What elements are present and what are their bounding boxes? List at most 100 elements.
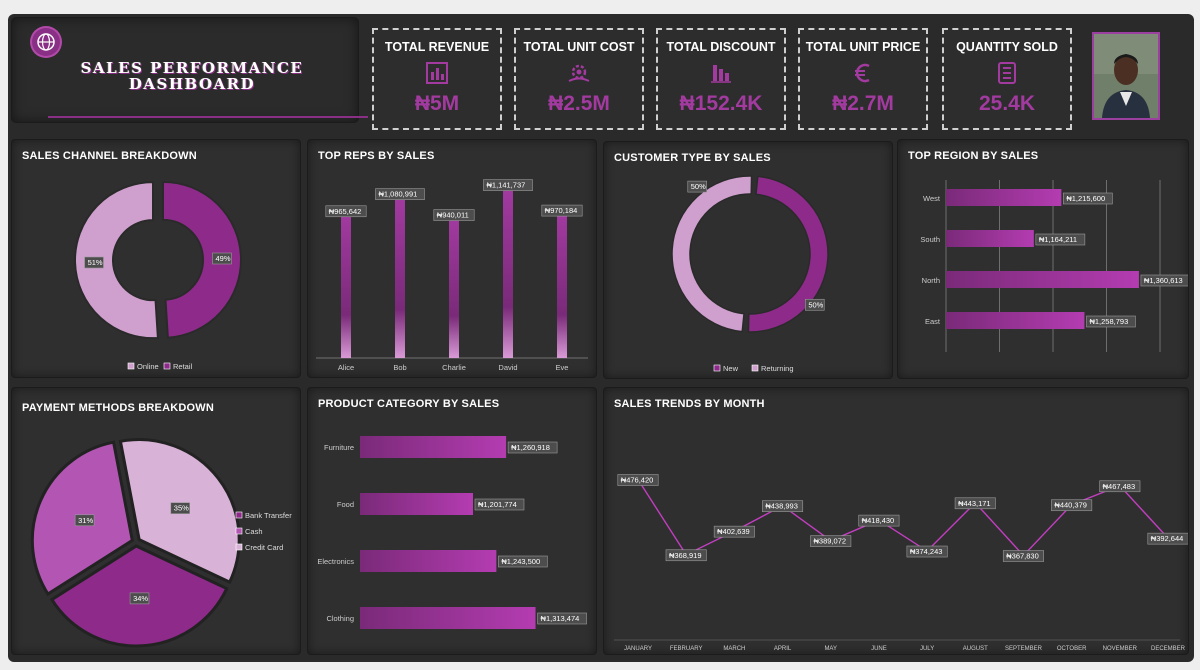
data-label: 35%: [170, 502, 190, 514]
legend-item: Retail: [163, 362, 193, 371]
kpi-value: ₦2.7M: [832, 92, 894, 115]
data-label-text: ₦1,080,991: [379, 190, 418, 199]
data-label-box: [507, 441, 558, 454]
kpi-value: ₦152.4K: [679, 92, 763, 115]
y-tick-label: Food: [337, 500, 354, 509]
x-tick-label: Eve: [556, 363, 569, 372]
globe-icon: [32, 28, 60, 56]
data-label-text: ₦965,642: [329, 207, 362, 216]
data-label-box: [1051, 499, 1093, 512]
x-tick-label: DECEMBER: [1151, 646, 1186, 652]
sales-channel-chart: 51% 49% Online Retail: [74, 180, 242, 371]
panel-title: SALES TRENDS BY MONTH: [614, 398, 765, 410]
data-label: ₦443,171: [954, 497, 996, 510]
x-tick-label: Alice: [338, 363, 354, 372]
data-label-text: ₦392,644: [1151, 534, 1184, 543]
kpi-quantity-sold[interactable]: QUANTITY SOLD 25.4K: [942, 28, 1072, 130]
data-label-text: ₦1,260,918: [511, 443, 550, 452]
sales-trends-chart: ₦476,420 JANUARY ₦368,919 FEBRUARY ₦402,639 M…: [614, 474, 1188, 652]
product-category-panel: PRODUCT CATEGORY BY SALES Furniture ₦1,26…: [308, 388, 596, 654]
legend-swatch: [127, 362, 135, 370]
legend-item: New: [713, 364, 739, 373]
data-label: ₦402,639: [713, 525, 755, 538]
legend-item: Online: [127, 362, 159, 371]
data-label-text: ₦1,313,474: [541, 614, 580, 623]
bar-clothing: [360, 607, 536, 629]
data-label-text: ₦1,360,613: [1144, 276, 1183, 285]
top-reps-chart: ₦965,642 Alice ₦1,080,991 Bob ₦940,011 Charli…: [316, 179, 588, 372]
data-label-text: ₦374,243: [910, 547, 943, 556]
y-tick-label: Furniture: [324, 443, 354, 452]
bar-south: [946, 230, 1034, 247]
data-label-text: 50%: [691, 182, 706, 191]
panel-title: PAYMENT METHODS BREAKDOWN: [22, 402, 215, 414]
legend-item: Bank Transfer: [235, 511, 292, 520]
y-tick-label: Electronics: [317, 557, 354, 566]
data-label: ₦368,919: [665, 549, 707, 562]
data-label-box: [170, 502, 190, 514]
data-label-box: [433, 209, 475, 221]
y-tick-label: West: [923, 194, 941, 203]
x-tick-label: JANUARY: [624, 646, 652, 652]
data-label-text: 49%: [216, 254, 231, 263]
data-label: ₦438,993: [762, 500, 804, 513]
kpi-label: TOTAL UNIT COST: [523, 40, 635, 54]
data-label-text: ₦940,011: [437, 211, 469, 220]
x-tick-label: FEBRUARY: [670, 646, 703, 652]
money-cog-icon: [568, 64, 590, 82]
title-line-2: DASHBOARD: [128, 75, 256, 93]
data-label-text: ₦1,215,600: [1066, 194, 1105, 203]
legend-item: Returning: [751, 364, 794, 373]
data-label: ₦1,215,600: [1063, 192, 1113, 205]
data-label: ₦1,258,793: [1086, 315, 1136, 328]
slice-retail: [161, 180, 242, 339]
data-label: 51%: [84, 256, 104, 269]
legend-label: Retail: [173, 362, 193, 371]
series-line: [637, 479, 1169, 557]
customer-type-panel: CUSTOMER TYPE BY SALES 50% 50% New Returnin…: [604, 142, 892, 378]
legend-label: Returning: [761, 364, 794, 373]
kpi-total-unit-cost[interactable]: TOTAL UNIT COST ₦2.5M: [514, 28, 644, 130]
data-label-text: ₦440,379: [1054, 501, 1087, 510]
x-tick-label: AUGUST: [963, 646, 988, 652]
legend-swatch: [235, 527, 243, 535]
data-label-box: [810, 535, 852, 547]
x-tick-label: David: [498, 363, 517, 372]
kpi-total-unit-price[interactable]: TOTAL UNIT PRICE ₦2.7M: [798, 28, 928, 130]
x-tick-label: MAY: [824, 646, 837, 652]
top-reps-panel: TOP REPS BY SALES ₦965,642 Alice ₦1,080,99…: [308, 140, 596, 377]
data-label-box: [617, 474, 659, 486]
bar-eve: [557, 214, 567, 358]
bar-electronics: [360, 550, 497, 572]
panel-title: TOP REPS BY SALES: [318, 150, 435, 162]
data-label: 49%: [212, 252, 232, 265]
kpi-total-revenue[interactable]: TOTAL REVENUE ₦5M: [372, 28, 502, 130]
bar-north: [946, 271, 1139, 288]
data-label-text: 50%: [808, 300, 823, 309]
data-label: ₦476,420: [617, 474, 659, 486]
data-label: 34%: [129, 592, 150, 605]
legend-label: Credit Card: [245, 543, 283, 552]
data-label-box: [84, 256, 104, 269]
data-label-text: ₦1,164,211: [1039, 235, 1077, 244]
legend-item: Cash: [235, 527, 263, 536]
x-tick-label: SEPTEMBER: [1005, 646, 1043, 652]
legend-swatch: [713, 364, 721, 372]
building-chart-icon: [426, 62, 448, 84]
data-label: 31%: [74, 514, 95, 527]
x-tick-label: Bob: [393, 363, 406, 372]
data-label-box: [1035, 233, 1086, 246]
kpi-label: TOTAL UNIT PRICE: [805, 40, 921, 54]
legend-swatch: [235, 511, 243, 519]
data-label-box: [1147, 532, 1188, 545]
data-label-box: [713, 525, 755, 538]
customer-type-chart: 50% 50% New Returning: [671, 175, 829, 373]
data-label-text: ₦443,171: [958, 499, 991, 508]
bar-charlie: [449, 218, 459, 358]
data-label: ₦418,430: [858, 514, 900, 527]
kpi-total-discount[interactable]: TOTAL DISCOUNT ₦152.4K: [656, 28, 786, 130]
legend-swatch: [751, 364, 759, 372]
data-label: ₦367,830: [1002, 550, 1044, 562]
data-label-text: ₦1,141,737: [487, 181, 526, 190]
data-label-text: ₦467,483: [1103, 482, 1136, 491]
